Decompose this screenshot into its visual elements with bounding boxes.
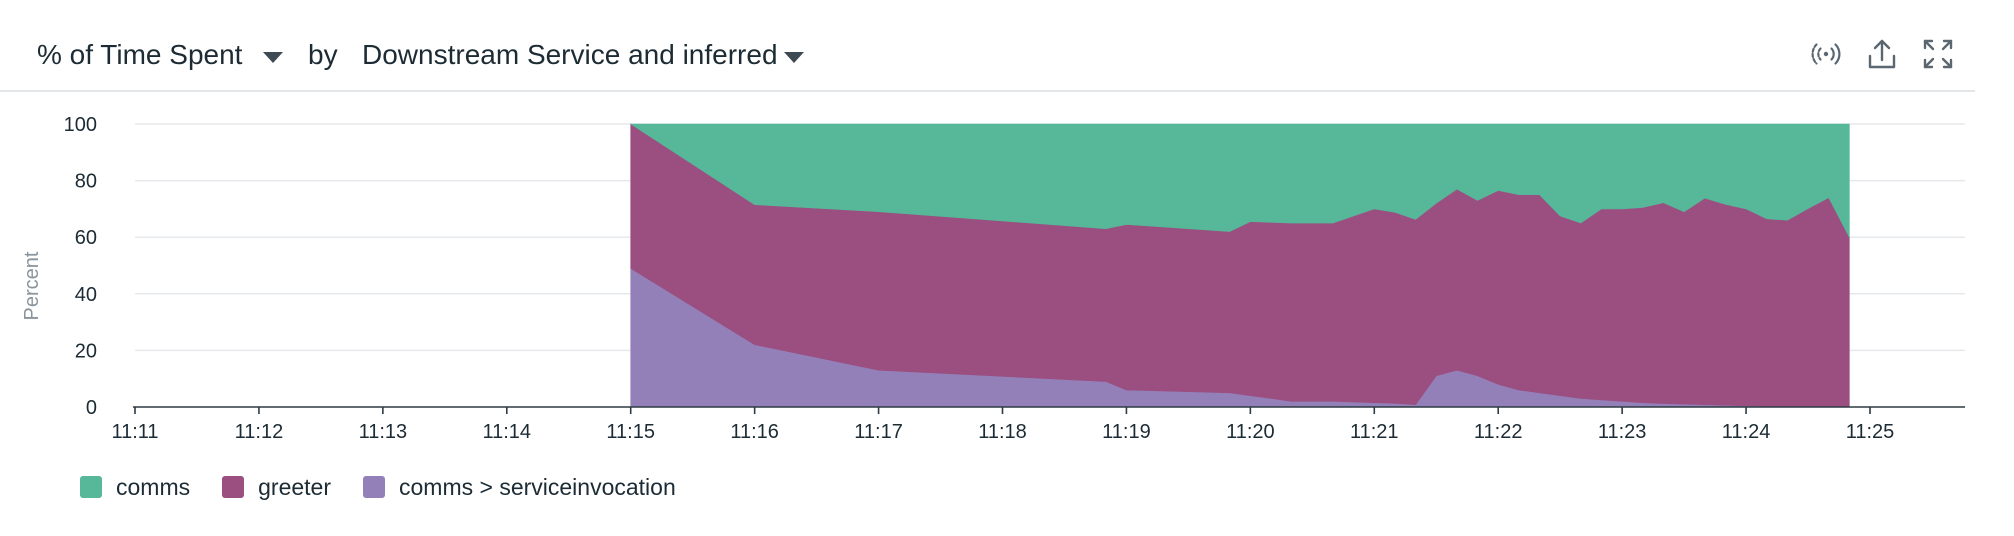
group-selector-label[interactable]: Downstream Service and inferred [362, 39, 778, 70]
widget-header: % of Time Spent by Downstream Service an… [0, 0, 1975, 92]
legend-swatch [363, 476, 385, 498]
legend-label: greeter [258, 473, 331, 500]
y-tick-label: 60 [75, 227, 97, 249]
x-tick-label: 11:22 [1474, 421, 1523, 443]
x-tick-label: 11:23 [1598, 421, 1647, 443]
axes: 0 20 40 60 80 100 11:11 11:12 11:13 11:14 11:15 11:… [64, 114, 1965, 443]
x-tick-label: 11:15 [606, 421, 655, 443]
group-dropdown-caret[interactable] [784, 52, 804, 63]
x-tick-label: 11:17 [854, 421, 903, 443]
x-tick-label: 11:11 [111, 421, 158, 443]
legend-swatch [222, 476, 245, 498]
fullscreen-icon[interactable] [1920, 36, 1956, 72]
x-tick-label: 11:18 [978, 421, 1027, 443]
legend-item-greeter[interactable]: greeter [222, 474, 331, 501]
metric-dropdown-caret[interactable] [263, 52, 283, 63]
x-tick-label: 11:12 [235, 421, 284, 443]
x-tick-label: 11:13 [359, 421, 408, 443]
legend-label: comms > serviceinvocation [399, 473, 676, 500]
y-tick-label: 0 [86, 397, 97, 419]
stacked-area-chart: 0 20 40 60 80 100 11:11 11:12 11:13 11:14 11:15 11:… [21, 114, 1965, 443]
signal-icon[interactable] [1808, 36, 1844, 72]
legend-label: comms [116, 473, 191, 500]
x-tick-label: 11:19 [1102, 421, 1151, 443]
area-comms [629, 123, 1850, 238]
legend-swatch [80, 476, 102, 498]
export-icon[interactable] [1864, 36, 1900, 72]
y-tick-label: 100 [64, 114, 97, 136]
y-tick-label: 20 [75, 340, 97, 362]
y-axis-title: Percent [21, 251, 43, 320]
y-tick-label: 80 [75, 171, 97, 193]
metric-selector-label[interactable]: % of Time Spent [37, 39, 243, 70]
x-tick-label: 11:24 [1722, 421, 1771, 443]
x-tick-label: 11:21 [1350, 421, 1399, 443]
area-series [629, 123, 1850, 408]
x-tick-label: 11:14 [482, 421, 531, 443]
legend-item-comms-serviceinvocation[interactable]: comms > serviceinvocation [363, 474, 676, 501]
x-tick-label: 11:16 [730, 421, 779, 443]
x-tick-label: 11:25 [1846, 421, 1895, 443]
legend-item-comms[interactable]: comms [80, 474, 190, 501]
by-label: by [308, 39, 338, 70]
x-tick-label: 11:20 [1226, 421, 1275, 443]
y-tick-label: 40 [75, 284, 97, 306]
chart-legend: comms greeter comms > serviceinvocation [80, 472, 708, 502]
